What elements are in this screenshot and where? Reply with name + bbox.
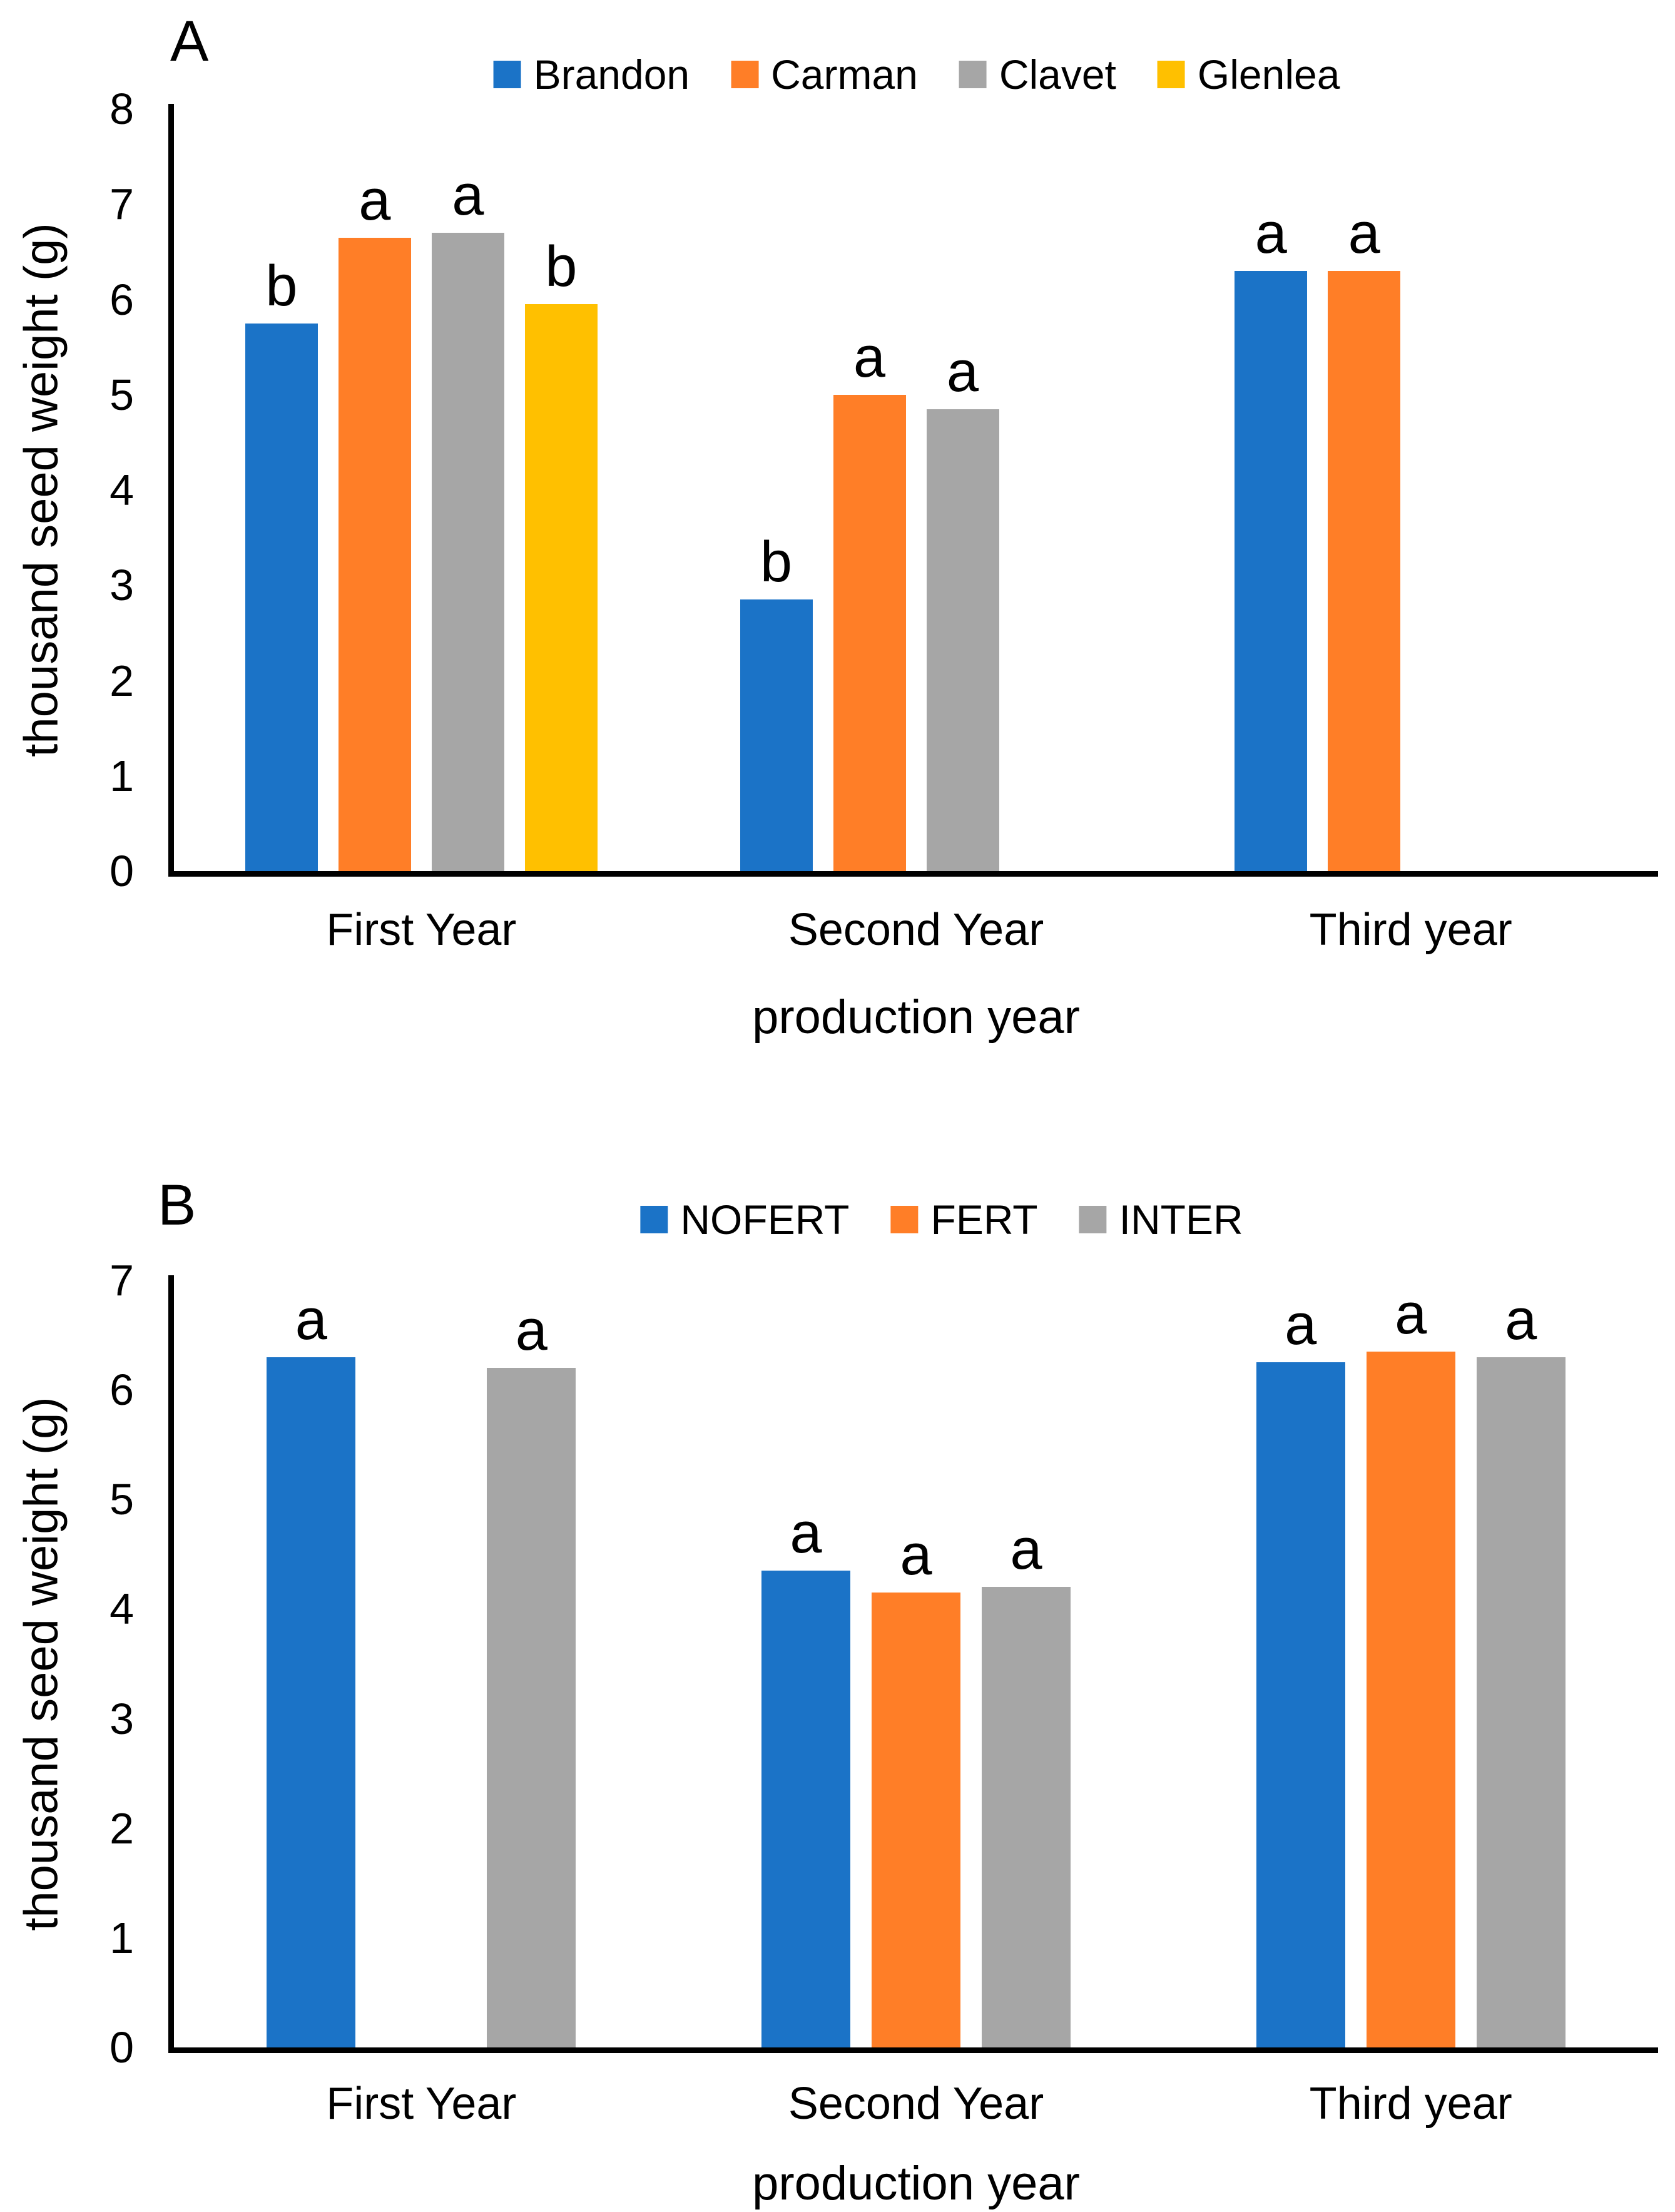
significance-letter: b — [265, 253, 298, 318]
legend-label: Glenlea — [1197, 51, 1340, 98]
bar-carman-third-year — [1328, 270, 1401, 871]
bar-clavet-second-year — [926, 409, 999, 871]
bar-carman-second-year — [833, 394, 906, 871]
significance-letter: a — [515, 1298, 547, 1363]
y-tick-label: 6 — [109, 275, 134, 324]
bar-brandon-first-year — [245, 323, 318, 871]
bar-glenlea-first-year — [524, 304, 598, 871]
bar-nofert-second-year — [761, 1571, 850, 2047]
legend-label: Carman — [771, 51, 918, 98]
y-tick-label: 4 — [109, 466, 134, 514]
legend-swatch-icon — [640, 1206, 668, 1233]
bar-inter-first-year — [487, 1368, 576, 2047]
y-axis-line — [168, 1275, 174, 2053]
significance-letter: b — [760, 530, 793, 594]
legend-label: Brandon — [533, 51, 690, 98]
legend-item-clavet: Clavet — [959, 54, 1116, 95]
bar-clavet-first-year — [431, 232, 504, 871]
legend-label: INTER — [1119, 1196, 1243, 1243]
significance-letter: a — [452, 163, 484, 227]
legend-item-fert: FERT — [890, 1196, 1038, 1243]
significance-letter: a — [1010, 1517, 1042, 1582]
significance-letter: a — [359, 168, 391, 232]
significance-letter: a — [853, 325, 886, 389]
significance-letter: b — [545, 235, 578, 299]
legend-swatch-icon — [1157, 61, 1185, 88]
x-axis-line — [168, 871, 1658, 877]
legend-swatch-icon — [959, 61, 987, 88]
significance-letter: a — [1255, 201, 1287, 265]
legend-item-glenlea: Glenlea — [1157, 51, 1340, 98]
y-tick-label: 5 — [109, 1475, 134, 1524]
panel-b-legend: NOFERT FERT INTER — [640, 1199, 1243, 1240]
bar-fert-second-year — [872, 1593, 960, 2047]
bar-fert-third-year — [1366, 1351, 1455, 2047]
category-label: Third year — [1309, 2079, 1512, 2129]
legend-swatch-icon — [731, 61, 759, 88]
y-tick-label: 0 — [109, 847, 134, 895]
panel-a-label: A — [170, 9, 209, 73]
y-tick-label: 3 — [109, 561, 134, 610]
y-axis-line — [168, 104, 174, 877]
y-tick-label: 1 — [109, 1913, 134, 1962]
y-tick-label: 7 — [109, 1256, 134, 1305]
legend-label: FERT — [930, 1196, 1038, 1243]
bar-brandon-second-year — [740, 599, 813, 871]
panel-a-legend: Brandon Carman Clavet Glenlea — [493, 51, 1340, 98]
category-label: Second Year — [788, 905, 1044, 955]
bar-inter-third-year — [1476, 1357, 1566, 2047]
significance-letter: a — [946, 339, 979, 404]
bar-nofert-first-year — [267, 1357, 356, 2047]
y-tick-label: 2 — [109, 1803, 134, 1853]
significance-letter: a — [1395, 1282, 1427, 1346]
category-label: Third year — [1309, 905, 1512, 955]
legend-item-carman: Carman — [731, 54, 918, 95]
legend-swatch-icon — [890, 1206, 919, 1233]
legend-item-nofert: NOFERT — [640, 1196, 850, 1243]
y-tick-label: 1 — [109, 751, 134, 800]
y-tick-label: 5 — [109, 370, 134, 419]
significance-letter: a — [295, 1287, 327, 1352]
y-tick-label: 2 — [109, 656, 134, 705]
y-tick-label: 6 — [109, 1365, 134, 1415]
bar-brandon-third-year — [1235, 270, 1308, 871]
panel-a-x-axis-title: production year — [752, 991, 1080, 1044]
bar-nofert-third-year — [1256, 1362, 1345, 2047]
significance-letter: a — [790, 1501, 822, 1566]
significance-letter: a — [1505, 1287, 1537, 1352]
y-tick-label: 4 — [109, 1584, 134, 1634]
category-label: First Year — [326, 905, 517, 955]
legend-swatch-icon — [493, 61, 521, 88]
bar-carman-first-year — [338, 237, 411, 871]
significance-letter: a — [1285, 1293, 1317, 1357]
y-tick-label: 0 — [109, 2023, 134, 2072]
legend-swatch-icon — [1079, 1206, 1107, 1233]
category-label: Second Year — [788, 2079, 1044, 2129]
legend-item-inter: INTER — [1079, 1199, 1243, 1240]
significance-letter: a — [900, 1523, 932, 1588]
y-tick-label: 7 — [109, 180, 134, 229]
panel-b-label: B — [158, 1173, 196, 1237]
category-label: First Year — [326, 2079, 517, 2129]
legend-item-brandon: Brandon — [493, 51, 690, 98]
legend-label: Clavet — [999, 51, 1116, 98]
legend-label: NOFERT — [680, 1196, 850, 1243]
y-tick-label: 8 — [109, 84, 134, 133]
significance-letter: a — [1348, 201, 1380, 265]
x-axis-line — [168, 2047, 1658, 2053]
y-tick-label: 3 — [109, 1694, 134, 1743]
bar-inter-second-year — [982, 1587, 1071, 2047]
panel-b-x-axis-title: production year — [752, 2157, 1080, 2210]
